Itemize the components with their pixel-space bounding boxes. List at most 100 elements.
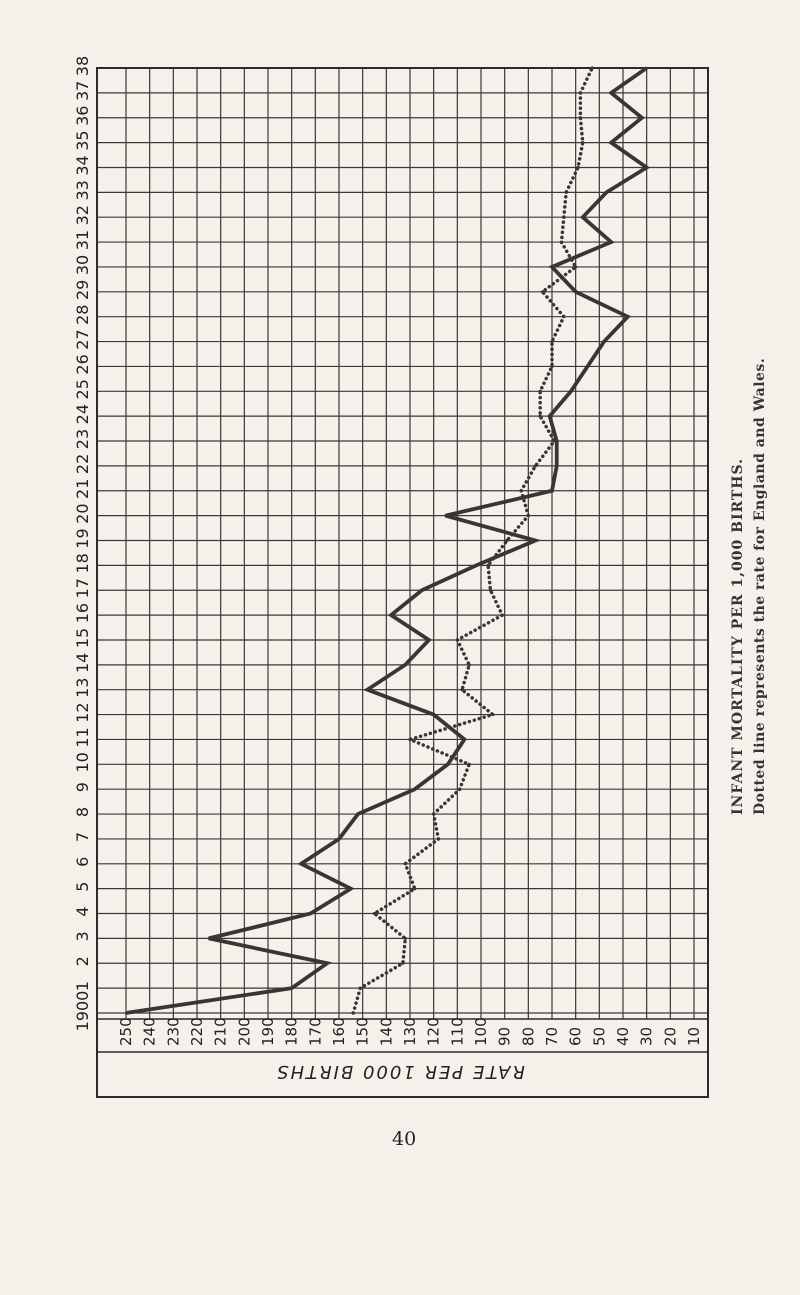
rate-tick-label: 140 [377,1017,395,1046]
local-point-1900 [124,1011,128,1015]
local-point-1919 [534,539,537,542]
local-point-1912 [432,713,435,716]
england-wales-point-1923 [552,439,556,443]
local-point-1925 [569,390,573,393]
england-wales-point-1908 [432,812,436,816]
year-tick-label: 32 [73,205,92,225]
year-tick-label: 29 [73,280,92,300]
england-wales-point-1918 [486,563,490,567]
england-wales-point-1929 [540,290,545,294]
rate-tick-label: 70 [543,1027,561,1046]
local-point-1917 [420,589,424,592]
year-tick-label: 2 [73,956,92,966]
year-tick-label: 17 [73,578,92,598]
local-point-1913 [366,688,369,691]
local-point-1930 [550,265,554,269]
rate-tick-label: 90 [496,1027,514,1046]
local-point-1938 [645,66,648,70]
y-tick-labels: 250 240 230 220 210 200 190 180 170 160 150 140 130 1… [117,1017,703,1046]
england-wales-point-1925 [538,389,542,393]
rate-tick-label: 240 [141,1017,159,1046]
y-axis-label: RATE PER 1000 BIRTHS [275,1061,525,1082]
england-wales-point-1936 [578,116,583,120]
england-wales-point-1937 [578,91,583,95]
england-wales-point-1932 [562,215,566,219]
local-point-1906 [299,862,303,865]
year-tick-label: 4 [73,906,92,916]
year-tick-label: 23 [73,429,92,449]
year-tick-label: 33 [73,180,92,200]
england-wales-point-1919 [505,538,509,543]
local-point-1920 [444,514,447,517]
rate-tick-label: 40 [614,1027,632,1046]
england-wales-rate-line [351,66,594,1015]
rate-tick-label: 170 [306,1017,324,1046]
england-wales-point-1900 [351,1011,355,1015]
england-wales-point-1920 [526,514,530,518]
year-tick-label: 1900 [73,991,92,1032]
local-point-1915 [427,638,431,642]
rate-tick-label: 180 [283,1017,301,1046]
year-tick-label: 21 [73,479,92,499]
local-point-1904 [309,912,312,915]
year-tick-label: 12 [73,702,92,722]
rate-tick-label: 100 [472,1017,490,1046]
year-tick-label: 10 [73,752,92,772]
england-wales-point-1909 [458,787,462,791]
england-wales-point-1903 [403,936,407,940]
england-wales-point-1924 [538,414,542,418]
rate-tick-label: 220 [188,1017,206,1046]
year-tick-label: 31 [73,230,92,250]
year-tick-label: 36 [73,106,92,126]
local-point-1933 [605,191,608,194]
year-tick-label: 11 [73,727,92,747]
year-tick-label: 14 [73,653,92,673]
local-point-1934 [645,166,648,169]
year-tick-label: 38 [73,56,92,76]
rate-tick-label: 50 [590,1027,608,1046]
year-tick-label: 37 [73,81,92,101]
year-tick-label: 3 [73,931,92,941]
chart-caption: INFANT MORTALITY PER 1,000 BIRTHS. Dotte… [726,358,768,1285]
year-tick-label: 6 [73,857,92,867]
england-wales-point-1931 [559,240,564,244]
local-point-1903 [207,937,211,940]
local-point-1927 [602,340,606,343]
england-wales-point-1913 [460,688,464,692]
local-point-1921 [550,489,554,492]
local-point-1923 [555,439,558,443]
rate-tick-label: 60 [567,1027,585,1046]
year-tick-label: 28 [73,305,92,325]
england-wales-point-1912 [491,712,495,717]
england-wales-point-1933 [564,190,568,194]
year-tick-label: 25 [73,379,92,399]
chart-grid [97,67,708,1019]
year-tick-label: 26 [73,354,92,374]
rate-tick-label: 230 [164,1017,182,1046]
chart-frame [96,67,709,1098]
local-point-1916 [389,613,393,617]
rate-tick-label: 80 [519,1027,537,1046]
year-tick-label: 34 [73,155,92,175]
local-point-1937 [609,91,613,95]
england-wales-point-1928 [562,315,566,319]
year-tick-label: 13 [73,678,92,698]
england-wales-point-1907 [436,837,440,841]
year-tick-label: 19 [73,528,92,548]
local-point-1902 [325,962,329,965]
rate-tick-label: 150 [354,1017,372,1046]
england-wales-point-1904 [372,911,377,916]
rate-tick-label: 250 [117,1017,135,1046]
rate-tick-label: 190 [259,1017,277,1046]
local-point-1924 [548,414,551,418]
england-wales-point-1901 [358,986,362,990]
local-point-1910 [446,763,450,766]
year-tick-label: 9 [73,782,92,792]
year-tick-label: 18 [73,553,92,573]
england-wales-point-1916 [500,613,504,617]
england-wales-point-1935 [581,141,585,145]
rate-tick-label: 120 [425,1017,443,1046]
rate-tick-label: 130 [401,1017,419,1046]
rate-tick-label: 210 [212,1017,230,1046]
